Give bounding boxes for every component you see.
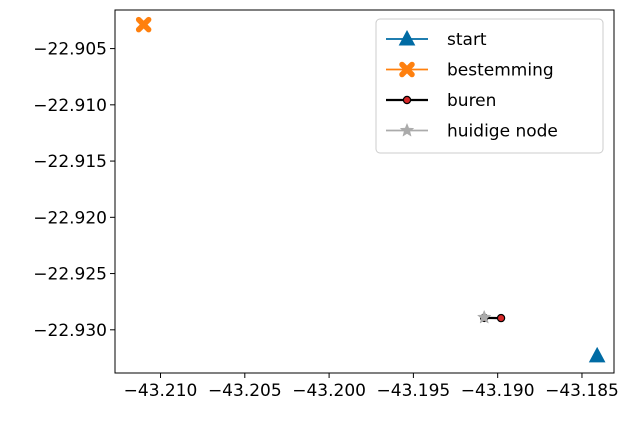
y-tick-label: −22.920: [33, 208, 107, 228]
y-tick-label: −22.905: [33, 40, 107, 60]
x-tick-label: −43.185: [545, 381, 619, 401]
data-point: [497, 315, 504, 322]
legend: start bestemming buren huidige node: [376, 19, 603, 153]
legend-label: bestemming: [447, 61, 554, 81]
y-tick-label: −22.915: [33, 152, 107, 172]
y-tick-label: −22.930: [33, 321, 107, 341]
series-bestemming: [139, 20, 149, 30]
y-axis: −22.905 −22.910 −22.915 −22.920 −22.925 −22.9…: [33, 40, 115, 341]
x-tick-label: −43.205: [208, 381, 282, 401]
y-tick-label: −22.910: [33, 96, 107, 116]
data-point: [139, 20, 149, 30]
y-tick-label: −22.925: [33, 265, 107, 285]
legend-label: buren: [447, 91, 496, 111]
legend-marker: [402, 65, 412, 75]
x-tick-label: −43.195: [377, 381, 451, 401]
legend-label: start: [447, 30, 487, 50]
x-tick-label: −43.190: [461, 381, 535, 401]
legend-marker: [403, 96, 410, 103]
legend-label: huidige node: [447, 122, 558, 142]
x-axis: −43.210 −43.205 −43.200 −43.195 −43.190 −43.1…: [124, 373, 619, 401]
x-tick-label: −43.210: [124, 381, 198, 401]
x-tick-label: −43.200: [292, 381, 366, 401]
